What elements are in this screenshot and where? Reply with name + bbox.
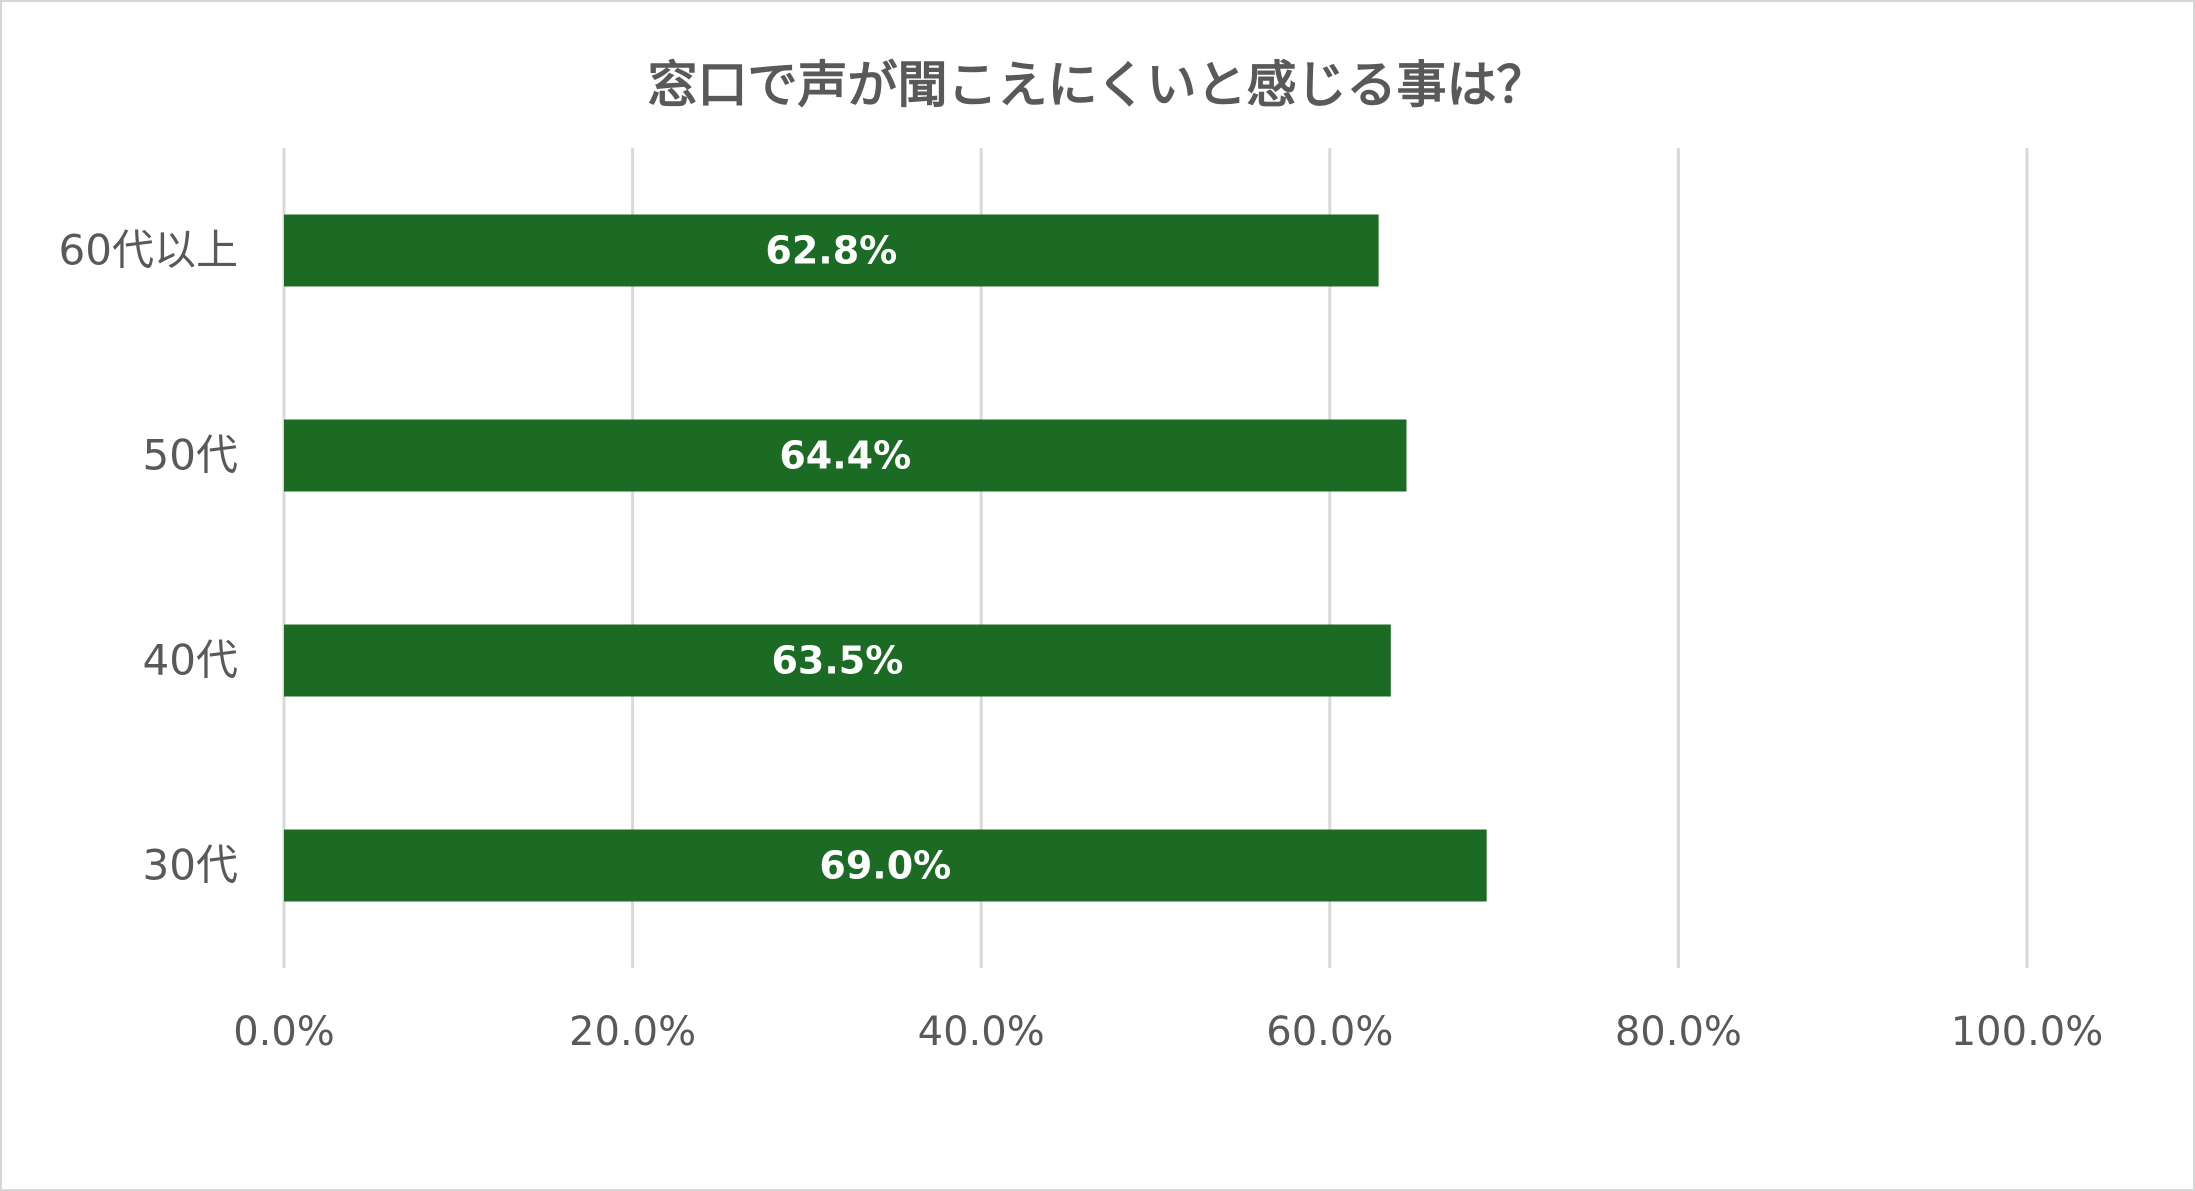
x-tick-label: 100.0% — [1951, 1009, 2104, 1055]
bar — [284, 624, 1391, 697]
bar — [284, 829, 1487, 902]
x-axis-tick-labels: 0.0% 20.0% 40.0% 60.0% 80.0% 100.0% — [233, 1009, 2103, 1055]
chart-title: 窓口で声が聞こえにくいと感じる事は？ — [648, 56, 1547, 114]
bar-data-label: 69.0% — [819, 844, 951, 888]
x-tick-label: 60.0% — [1266, 1009, 1393, 1055]
x-tick-label: 0.0% — [233, 1009, 335, 1055]
category-label: 60代以上 — [59, 226, 238, 275]
category-label: 30代 — [143, 841, 238, 890]
bar — [284, 419, 1407, 492]
x-tick-label: 40.0% — [918, 1009, 1045, 1055]
bar-data-label: 63.5% — [771, 639, 903, 683]
x-tick-label: 80.0% — [1615, 1009, 1742, 1055]
bar-data-label: 62.8% — [765, 229, 897, 273]
category-label: 50代 — [143, 431, 238, 480]
bar-data-label: 64.4% — [779, 434, 911, 478]
category-labels: 60代以上 50代 40代 30代 — [59, 226, 238, 890]
category-label: 40代 — [143, 636, 238, 685]
bar — [284, 214, 1379, 287]
bars: 62.8% 64.4% 63.5% 69.0% — [284, 214, 1487, 902]
x-tick-label: 20.0% — [569, 1009, 696, 1055]
